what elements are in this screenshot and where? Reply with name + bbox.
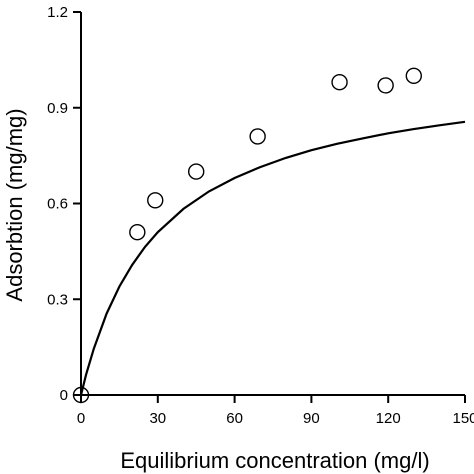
data-points <box>72 67 422 404</box>
x-tick-label: 150 <box>452 410 474 427</box>
data-point <box>249 128 266 145</box>
y-tick-label: 0 <box>60 387 68 404</box>
x-tick-label: 90 <box>303 410 320 427</box>
y-tick-label: 1.2 <box>47 4 68 21</box>
x-ticks: 0 30 60 90 120 150 <box>77 395 474 427</box>
y-tick-label: 0.3 <box>47 291 68 308</box>
fitted-curve <box>79 120 466 396</box>
data-point <box>405 67 422 85</box>
y-tick-label: 0.6 <box>47 196 68 213</box>
x-tick-label: 120 <box>376 410 401 427</box>
y-tick-label: 0.9 <box>47 100 68 117</box>
y-ticks: 0 0.3 0.6 0.9 1.2 <box>47 4 81 404</box>
data-point <box>377 77 394 94</box>
y-axis-title: Adsorbtion (mg/mg) <box>2 108 27 301</box>
data-point <box>129 224 146 241</box>
x-axis-title: Equilibrium concentration (mg/l) <box>120 448 429 473</box>
data-point <box>331 74 348 91</box>
data-point <box>187 163 205 180</box>
data-point <box>147 192 164 209</box>
x-tick-label: 30 <box>149 410 166 427</box>
x-tick-label: 60 <box>226 410 243 427</box>
x-tick-label: 0 <box>77 410 85 427</box>
data-point <box>72 386 90 404</box>
